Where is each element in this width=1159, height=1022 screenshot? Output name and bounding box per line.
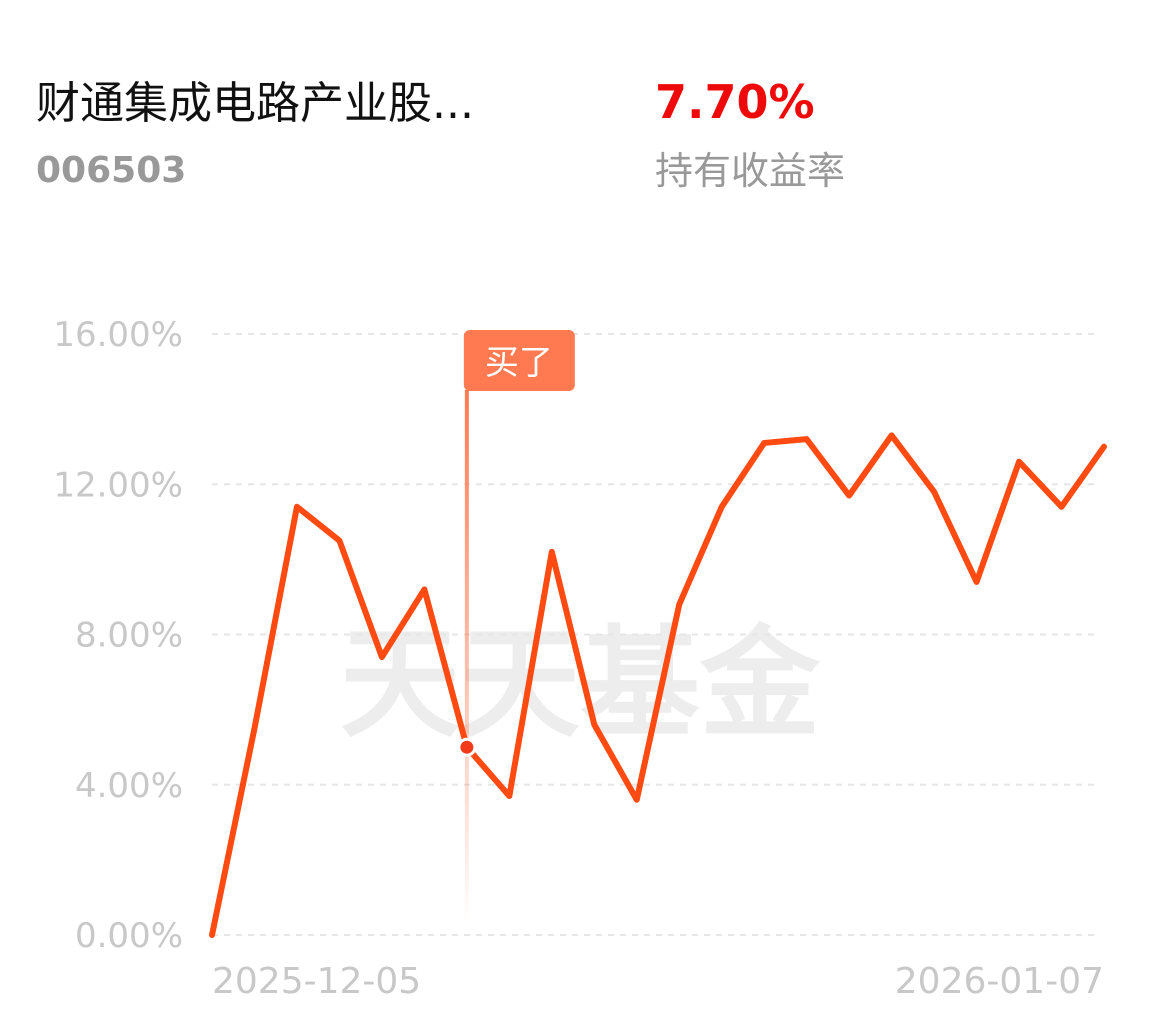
fund-code: 006503 [36,150,186,191]
buy-marker-line [464,390,469,925]
buy-marker-label: 买了 [485,343,553,383]
x-tick-label: 2025-12-05 [212,961,421,1002]
line [209,432,1107,938]
watermark: 天天基金 [340,615,821,754]
return-value: 7.70% [655,75,815,129]
y-tick-label: 12.00% [53,465,183,505]
x-tick-label: 2026-01-07 [895,961,1104,1002]
y-tick-label: 0.00% [75,916,183,956]
buy-marker-box [463,330,575,391]
chart: 天天基金 0.00% 4.00% 8.00% 12.00% 16.00% 2025-12-0… [53,315,1107,1002]
y-tick-label: 16.00% [53,315,183,355]
y-tick-label: 4.00% [75,766,183,806]
return-label: 持有收益率 [655,149,845,193]
buy-point [457,737,477,757]
y-tick-label: 8.00% [75,616,183,656]
fund-name: 财通集成电路产业股... [36,78,474,129]
